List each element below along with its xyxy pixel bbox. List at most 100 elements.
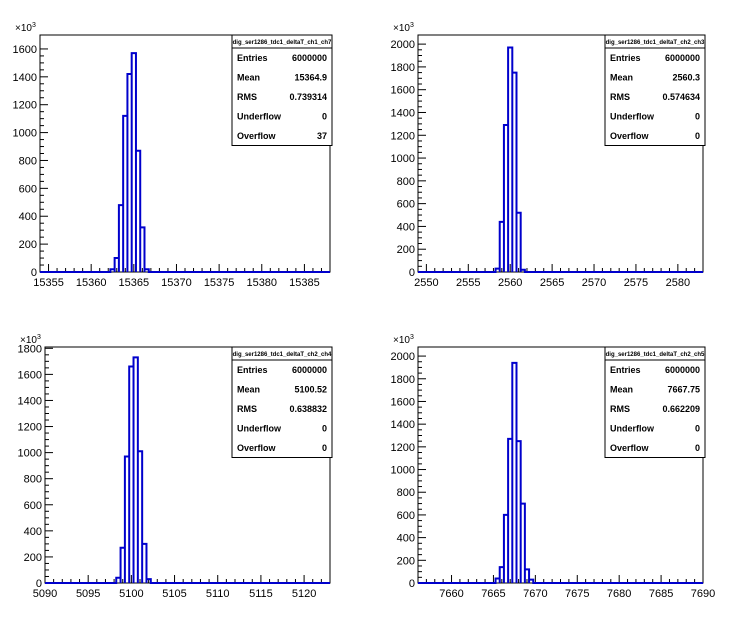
x-tick-label: 2575 [624, 277, 648, 289]
x-tick-label: 2555 [456, 277, 480, 289]
y-tick-label: 1200 [13, 100, 37, 112]
histogram-bin [121, 548, 125, 583]
y-tick-label: 400 [397, 221, 415, 233]
stats-value: 7667.75 [667, 385, 700, 395]
stats-label: RMS [237, 92, 257, 102]
histogram-outline [418, 46, 703, 273]
stats-histogram-name: dig_ser1286_tdc1_deltaT_ch2_ch4 [233, 352, 332, 358]
y-tick-label: 1000 [13, 128, 37, 140]
histogram-bin [138, 451, 142, 583]
stats-value: 0 [695, 424, 700, 434]
stats-box: dig_ser1286_tdc1_deltaT_ch2_ch5 Entries 60… [604, 346, 706, 458]
y-multiplier-label: ×103 [393, 334, 414, 346]
stats-label: Overflow [237, 443, 277, 453]
histogram-panel-3: 0 200 400 600 800 1000 1200 1400 1600 1800 5090 509… [18, 334, 333, 600]
x-tick-label: 5090 [33, 588, 57, 600]
stats-label: Overflow [610, 131, 650, 141]
x-tick-label: 7685 [649, 588, 673, 600]
y-tick-label: 800 [24, 474, 42, 486]
y-tick-label: 800 [397, 176, 415, 188]
histogram-bin [529, 580, 533, 583]
y-tick-label: 400 [397, 533, 415, 545]
histogram-panel-4: 0 200 400 600 800 1000 1200 1400 1600 1800 2000 766… [391, 334, 716, 600]
stats-value: 0 [695, 131, 700, 141]
y-tick-label: 1800 [391, 62, 415, 74]
stats-box-frame [604, 346, 706, 458]
histogram-bin [500, 567, 504, 583]
histogram-bin [125, 457, 129, 583]
x-tick-label: 5105 [162, 588, 186, 600]
stats-histogram-name: dig_ser1286_tdc1_deltaT_ch2_ch5 [606, 352, 705, 358]
stats-label: Entries [237, 365, 268, 375]
y-tick-label: 0 [36, 578, 42, 590]
histogram-bin [508, 439, 512, 583]
x-tick-label: 7680 [607, 588, 631, 600]
y-tick-label: 1000 [18, 448, 42, 460]
y-tick-label: 1600 [391, 396, 415, 408]
y-tick-label: 1600 [391, 85, 415, 97]
y-tick-label: 400 [24, 526, 42, 538]
stats-value: 6000000 [292, 365, 327, 375]
stats-box: dig_ser1286_tdc1_deltaT_ch2_ch3 Entries 60… [604, 34, 706, 146]
x-tick-label: 7665 [481, 588, 505, 600]
histogram-bin [521, 270, 525, 272]
histogram-outline [418, 361, 703, 584]
stats-box-frame [231, 34, 333, 146]
y-tick-label: 2000 [391, 39, 415, 51]
y-tick-label: 2000 [391, 351, 415, 363]
stats-label: Entries [237, 53, 268, 63]
x-tick-label: 2560 [498, 277, 522, 289]
stats-label: Underflow [237, 424, 282, 434]
y-tick-label: 200 [397, 244, 415, 256]
y-tick-label: 1000 [391, 465, 415, 477]
histogram-bin [129, 367, 133, 583]
histogram-bin [512, 363, 516, 583]
histogram-bin [123, 116, 127, 272]
stats-label: Overflow [610, 443, 650, 453]
x-tick-label: 7670 [523, 588, 547, 600]
histogram-bin [142, 544, 146, 583]
y-tick-label: 1200 [391, 442, 415, 454]
x-tick-label: 15360 [76, 277, 107, 289]
stats-label: Underflow [610, 424, 655, 434]
x-tick-label: 5100 [119, 588, 143, 600]
histogram-outline [40, 52, 330, 273]
stats-value: 0.574634 [662, 92, 700, 102]
histogram-bin [119, 205, 123, 272]
y-tick-label: 1400 [391, 107, 415, 119]
y-tick-label: 600 [397, 199, 415, 211]
stats-value: 0 [695, 112, 700, 122]
y-tick-label: 1400 [18, 395, 42, 407]
histogram-bin [134, 357, 138, 583]
y-tick-label: 200 [24, 552, 42, 564]
y-tick-label: 1200 [18, 422, 42, 434]
histogram-bin [516, 441, 520, 583]
histogram-bin [140, 227, 144, 272]
histogram-bin [496, 578, 500, 583]
x-tick-label: 2550 [414, 277, 438, 289]
stats-value: 2560.3 [672, 73, 700, 83]
stats-histogram-name: dig_ser1286_tdc1_deltaT_ch2_ch3 [606, 40, 705, 46]
stats-label: Mean [237, 73, 260, 83]
y-tick-label: 800 [397, 487, 415, 499]
x-tick-label: 15365 [119, 277, 150, 289]
stats-label: RMS [237, 404, 257, 414]
y-tick-label: 200 [19, 239, 37, 251]
histogram-bin [521, 504, 525, 583]
x-tick-label: 5115 [249, 588, 273, 600]
stats-label: Mean [237, 385, 260, 395]
y-multiplier-label: ×103 [20, 334, 41, 346]
histogram-panel-2: 0 200 400 600 800 1000 1200 1400 1600 1800 2000 255… [391, 22, 706, 289]
stats-box: dig_ser1286_tdc1_deltaT_ch1_ch7 Entries 60… [231, 34, 333, 146]
stats-histogram-name: dig_ser1286_tdc1_deltaT_ch1_ch7 [233, 40, 332, 46]
stats-label: Entries [610, 53, 641, 63]
x-tick-label: 7675 [565, 588, 589, 600]
histogram-bin [146, 579, 150, 583]
stats-label: RMS [610, 404, 630, 414]
x-tick-label: 7660 [439, 588, 463, 600]
stats-value: 0.662209 [662, 404, 700, 414]
x-tick-label: 5110 [206, 588, 230, 600]
stats-label: Underflow [237, 112, 282, 122]
y-tick-label: 800 [19, 155, 37, 167]
y-tick-label: 0 [31, 267, 37, 279]
